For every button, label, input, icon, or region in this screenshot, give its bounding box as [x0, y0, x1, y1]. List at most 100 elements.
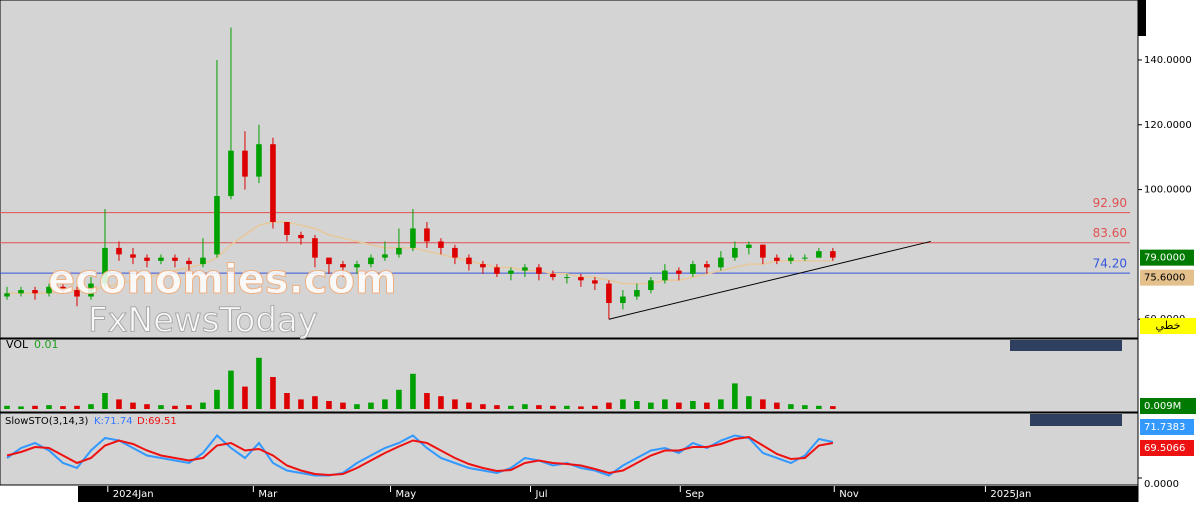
- volume-bar: [172, 405, 178, 409]
- volume-bar: [270, 377, 276, 409]
- volume-bar: [536, 405, 542, 409]
- volume-bar: [242, 386, 248, 409]
- volume-bar: [326, 401, 332, 409]
- volume-bar: [676, 402, 682, 409]
- stoch-panel: [0, 412, 1139, 486]
- x-tick-label: May: [396, 489, 417, 500]
- candle-body: [480, 264, 486, 268]
- volume-bar: [732, 383, 738, 409]
- scale-mode-box: [1140, 318, 1196, 334]
- candle-body: [410, 228, 416, 248]
- toolbar: [1030, 414, 1122, 426]
- candle-body: [774, 257, 780, 261]
- candle-body: [298, 234, 304, 239]
- volume-bar: [452, 399, 458, 409]
- volume-label: VOL: [6, 338, 29, 351]
- volume-bar: [690, 401, 696, 409]
- stoch-title: SlowSTO(3,14,3): [5, 416, 88, 427]
- candle-body: [620, 296, 626, 304]
- x-tick-label: Mar: [258, 489, 278, 500]
- stoch-d-label: D:69.51: [137, 416, 177, 427]
- stoch-tick-label: 0.0000: [1144, 479, 1179, 490]
- candle-body: [550, 273, 556, 278]
- volume-bar: [564, 405, 570, 409]
- candle-body: [816, 251, 822, 258]
- x-tick-label: 2025Jan: [990, 489, 1031, 500]
- volume-bar: [158, 405, 164, 409]
- watermark: FxNewsToday: [88, 301, 318, 341]
- stoch-k-label: K:71.74: [94, 416, 133, 427]
- candle-body: [242, 150, 248, 177]
- candle-body: [676, 270, 682, 274]
- corner: [1138, 0, 1146, 36]
- stoch-toolbar: [1030, 414, 1122, 426]
- candle-body: [508, 270, 514, 274]
- candle-body: [18, 290, 24, 294]
- candle-body: [200, 257, 206, 265]
- volume-bar: [298, 399, 304, 409]
- volume-bar: [228, 370, 234, 409]
- volume-bar: [312, 396, 318, 409]
- volume-bar: [144, 404, 150, 409]
- volume-bar: [494, 405, 500, 409]
- volume-bar: [634, 401, 640, 409]
- volume-box: [1140, 398, 1196, 414]
- candle-body: [60, 286, 66, 291]
- candle-body: [536, 267, 542, 274]
- volume-bar: [466, 402, 472, 409]
- moving-average: [7, 221, 833, 295]
- volume-bar: [760, 399, 766, 409]
- candle-body: [704, 264, 710, 268]
- y-tick-label: 120.0000: [1144, 120, 1192, 131]
- watermark: economies.com: [48, 257, 397, 303]
- candle-body: [130, 254, 136, 258]
- candle-body: [172, 257, 178, 261]
- volume-bar: [46, 405, 52, 409]
- volume-bar: [508, 405, 514, 409]
- candle-body: [382, 254, 388, 258]
- candle-body: [102, 247, 108, 284]
- candle-body: [214, 196, 220, 255]
- candle-body: [788, 257, 794, 261]
- candle-body: [354, 264, 360, 268]
- volume-bar: [340, 402, 346, 409]
- level-label: 83.60: [1093, 226, 1127, 240]
- candle-body: [522, 267, 528, 271]
- volume-bar: [256, 357, 262, 409]
- volume-bar: [438, 396, 444, 409]
- stoch-box: [1140, 419, 1194, 435]
- candle-body: [4, 293, 10, 297]
- candle-body: [564, 277, 570, 279]
- candle-body: [690, 264, 696, 274]
- volume-bar: [788, 404, 794, 409]
- level-label: 92.90: [1093, 196, 1127, 210]
- level-label: 74.20: [1093, 257, 1127, 271]
- volume-bar: [186, 405, 192, 409]
- candle-body: [186, 260, 192, 265]
- volume-bar: [802, 405, 808, 409]
- stoch-d: [6, 435, 834, 477]
- volume-bar: [480, 404, 486, 409]
- candle-body: [760, 244, 766, 258]
- candle-body: [648, 280, 654, 291]
- volume-panel: [0, 338, 1139, 413]
- trendline: [608, 240, 931, 320]
- volume-bar: [774, 402, 780, 409]
- candle-body: [466, 257, 472, 265]
- candle-body: [46, 286, 52, 294]
- volume-bar: [18, 406, 24, 409]
- candle-body: [158, 257, 164, 261]
- candle-body: [228, 150, 234, 197]
- toolbar: [1010, 340, 1122, 351]
- price-box: [1140, 249, 1194, 266]
- price-box-label: 79.0000: [1144, 253, 1185, 264]
- candle-body: [116, 247, 122, 255]
- volume-bar: [746, 396, 752, 409]
- volume-value: 0.01: [34, 338, 59, 351]
- volume-bar: [60, 406, 66, 409]
- candle-body: [802, 257, 808, 259]
- y-tick-label: 140.0000: [1144, 55, 1192, 66]
- volume-bar: [620, 399, 626, 409]
- price-box: [1140, 269, 1194, 286]
- volume-bar: [32, 405, 38, 409]
